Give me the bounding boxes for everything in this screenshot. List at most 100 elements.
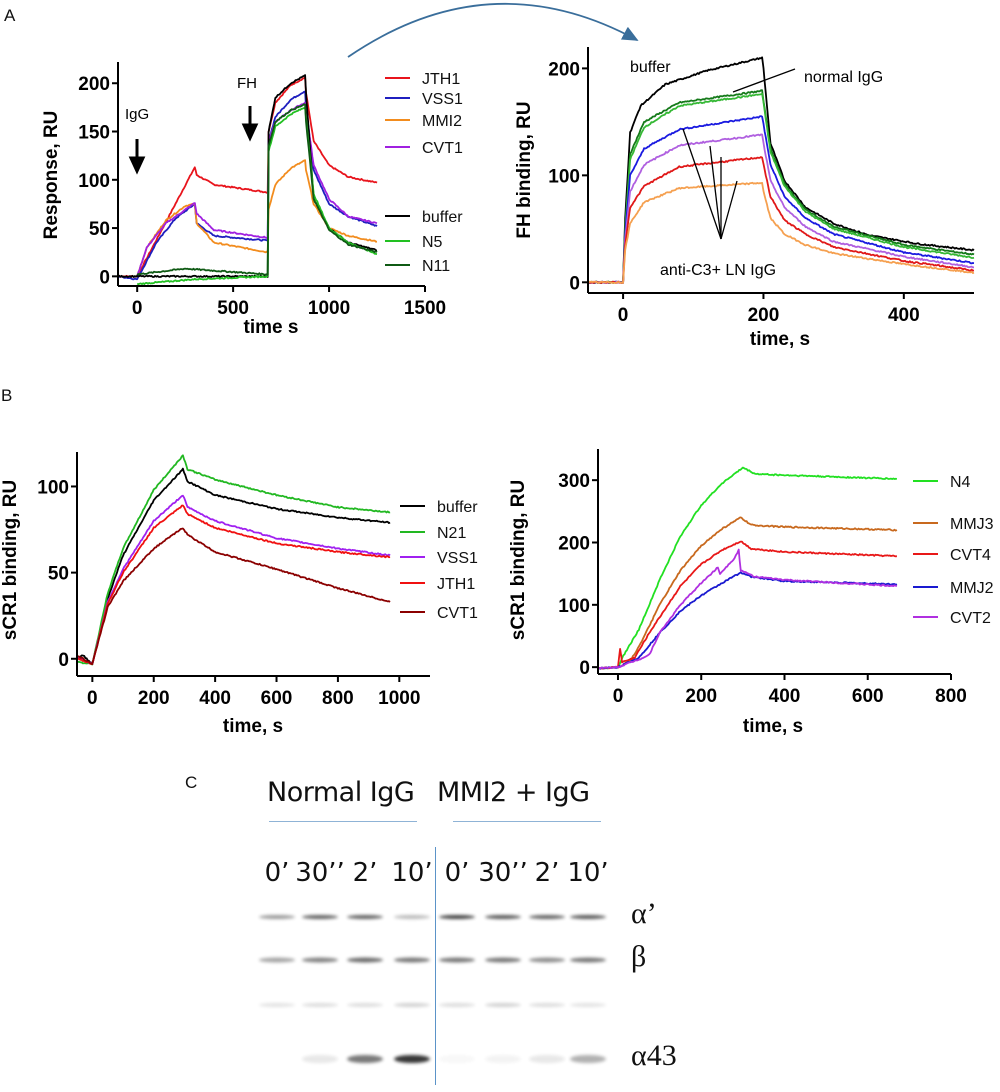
lane-label: 10’ — [567, 858, 609, 888]
x-tick-label: 200 — [685, 686, 717, 707]
y-tick-label: 300 — [558, 471, 590, 492]
series-line-mmj3 — [597, 516, 898, 670]
x-tick-label: 400 — [769, 686, 801, 707]
x-axis-label: time s — [244, 317, 299, 338]
y-axis-label: sCR1 binding, RU — [508, 480, 529, 640]
x-tick-label: 0 — [618, 305, 629, 326]
gel-band — [347, 1055, 383, 1063]
chart-b1: buffer N21 VSS1 JTH1 CVT1 0 200 400 600 800 1000 0 5… — [0, 452, 478, 737]
x-tick-label: 400 — [199, 688, 231, 709]
y-tick-label: 0 — [579, 658, 590, 679]
gel-band — [302, 1055, 338, 1063]
gel-band — [570, 1055, 606, 1063]
y-tick-label: 200 — [78, 74, 110, 95]
y-axis-label: FH binding, RU — [514, 101, 535, 238]
gel-band — [394, 1003, 430, 1007]
gel-band — [347, 1003, 383, 1007]
series-line-trace-5 — [587, 156, 975, 284]
x-tick-label: 0 — [132, 298, 143, 319]
legend-label: VSS1 — [422, 91, 463, 108]
series-line-cvt2 — [597, 548, 898, 670]
group-underline — [269, 821, 417, 822]
series-line-n5 — [136, 107, 378, 286]
x-tick-label: 0 — [87, 688, 98, 709]
series-line-cvt4 — [597, 540, 897, 670]
series-line-buffer — [76, 467, 391, 665]
y-tick-label: 50 — [48, 564, 69, 585]
legend-label: N5 — [422, 234, 443, 251]
x-axis-label: time, s — [750, 329, 810, 350]
legend-label: N4 — [950, 474, 971, 491]
y-axis-label: Response, RU — [41, 111, 62, 240]
gel-band — [259, 915, 295, 919]
gel-band — [570, 915, 606, 919]
legend-label: MMJ2 — [950, 580, 994, 597]
legend-label: buffer — [422, 209, 463, 226]
lane-label: 30’’ — [295, 858, 345, 888]
series-line-jth1 — [117, 76, 378, 278]
annotation-buffer: buffer — [630, 59, 671, 76]
series-line-trace-3 — [587, 115, 975, 284]
gel-band — [529, 915, 565, 919]
panel-label-b: B — [1, 386, 13, 405]
y-tick-label: 50 — [89, 219, 110, 240]
series-line-cvt1 — [136, 101, 378, 278]
gel-band — [347, 915, 383, 919]
y-tick-label: 0 — [569, 273, 580, 294]
gel-band — [394, 915, 430, 919]
pointer-line — [682, 128, 722, 240]
gel-band — [439, 915, 475, 919]
chart-a1: JTH1 VSS1 MMI2 CVT1 buffer N5 N11 0 500 1000 1500 0… — [41, 62, 463, 338]
curved-arrow — [347, 2, 639, 58]
series-line-vss1 — [117, 90, 378, 281]
series-line-trace-2 — [587, 92, 975, 284]
legend-label: CVT2 — [950, 610, 991, 627]
x-tick-label: 1500 — [404, 298, 446, 319]
annotation-normal-igg: normal IgG — [804, 69, 883, 86]
gel-band — [570, 1003, 606, 1007]
y-axis-label: sCR1 binding, RU — [0, 480, 21, 640]
x-tick-label: 800 — [935, 686, 967, 707]
y-tick-label: 100 — [37, 477, 69, 498]
gel-band — [485, 915, 521, 919]
panel-label-c: C — [185, 773, 198, 792]
series-line-n4 — [597, 466, 897, 670]
gel-band — [394, 957, 430, 963]
x-tick-label: 200 — [138, 688, 170, 709]
legend-label: CVT1 — [437, 605, 478, 622]
x-tick-label: 800 — [322, 688, 354, 709]
x-tick-label: 600 — [852, 686, 884, 707]
annotation-igg: IgG — [125, 106, 149, 123]
y-tick-label: 200 — [548, 59, 580, 80]
y-tick-label: 100 — [78, 171, 110, 192]
annotation-fh: FH — [237, 75, 257, 92]
legend-label: N11 — [422, 258, 450, 275]
chart-a2: 0 200 400 0 100 200 time, s FH binding, RU buffe… — [514, 47, 975, 350]
group-underline — [453, 821, 601, 822]
y-tick-label: 150 — [78, 123, 110, 144]
arrow-down-icon — [128, 139, 146, 175]
legend-label: MMI2 — [422, 113, 462, 130]
gel-band — [570, 957, 606, 963]
gel-band — [259, 1003, 295, 1007]
gel-group-normal-igg: Normal IgG — [267, 777, 415, 808]
x-tick-label: 1000 — [308, 298, 350, 319]
x-tick-label: 1000 — [378, 688, 420, 709]
series-line-n11 — [136, 103, 378, 276]
gel-band — [259, 957, 295, 963]
gel-band — [439, 1003, 475, 1007]
y-tick-label: 100 — [558, 596, 590, 617]
gel-band — [529, 1003, 565, 1007]
gel-band — [529, 957, 565, 963]
y-tick-label: 200 — [558, 533, 590, 554]
legend-label: N21 — [437, 525, 466, 542]
gel-band — [394, 1055, 430, 1063]
series-line-trace-1 — [587, 89, 975, 284]
legend-label: buffer — [437, 499, 478, 516]
band-label: α43 — [631, 1039, 677, 1072]
lane-label: 2’ — [352, 858, 378, 888]
gel-band — [347, 957, 383, 963]
lane-label: 2’ — [534, 858, 560, 888]
legend-label: CVT1 — [422, 140, 463, 157]
